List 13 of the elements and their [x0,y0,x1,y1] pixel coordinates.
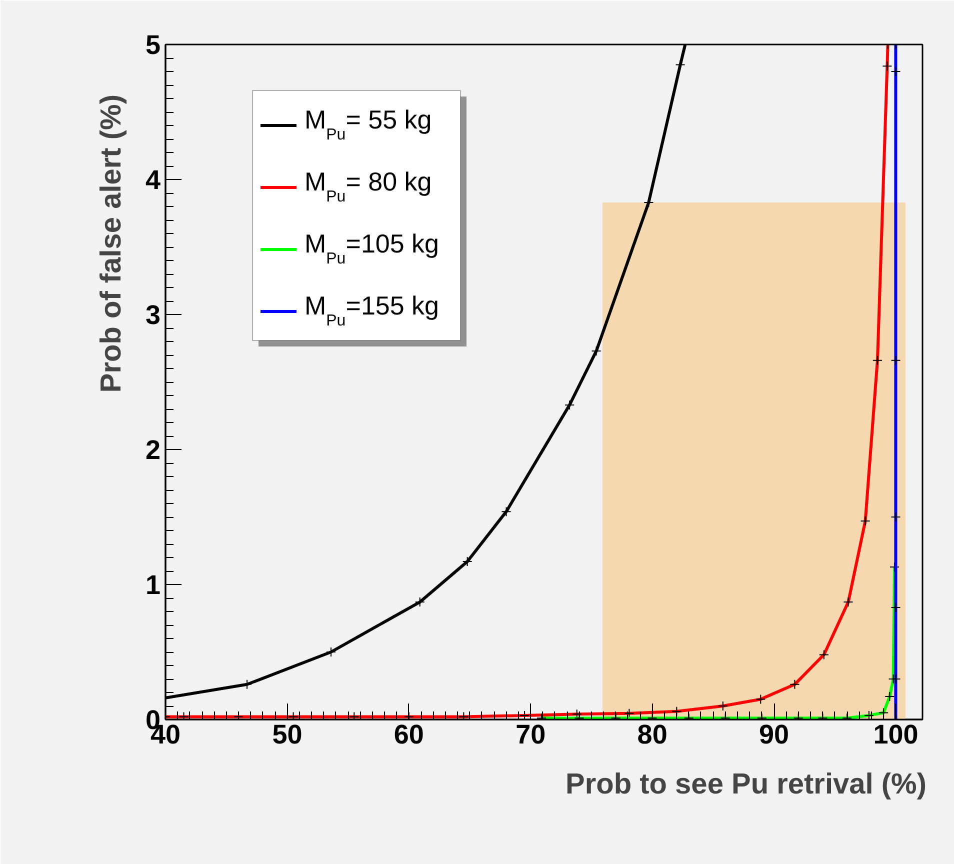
x-tick-label: 100 [873,720,918,750]
y-axis-title: Prob of false alert (%) [96,94,128,393]
x-tick-label: 70 [516,720,546,750]
y-tick-label: 4 [145,165,161,195]
x-tick-label: 80 [637,720,668,750]
x-axis-title: Prob to see Pu retrival (%) [566,768,927,800]
y-tick-label: 5 [145,30,161,60]
y-tick-label: 1 [145,570,161,600]
y-tick-label: 3 [145,300,161,330]
y-tick-label: 2 [145,435,161,465]
x-tick-label: 50 [272,720,302,750]
x-tick-label: 90 [759,720,790,750]
x-tick-label: 60 [394,720,424,750]
